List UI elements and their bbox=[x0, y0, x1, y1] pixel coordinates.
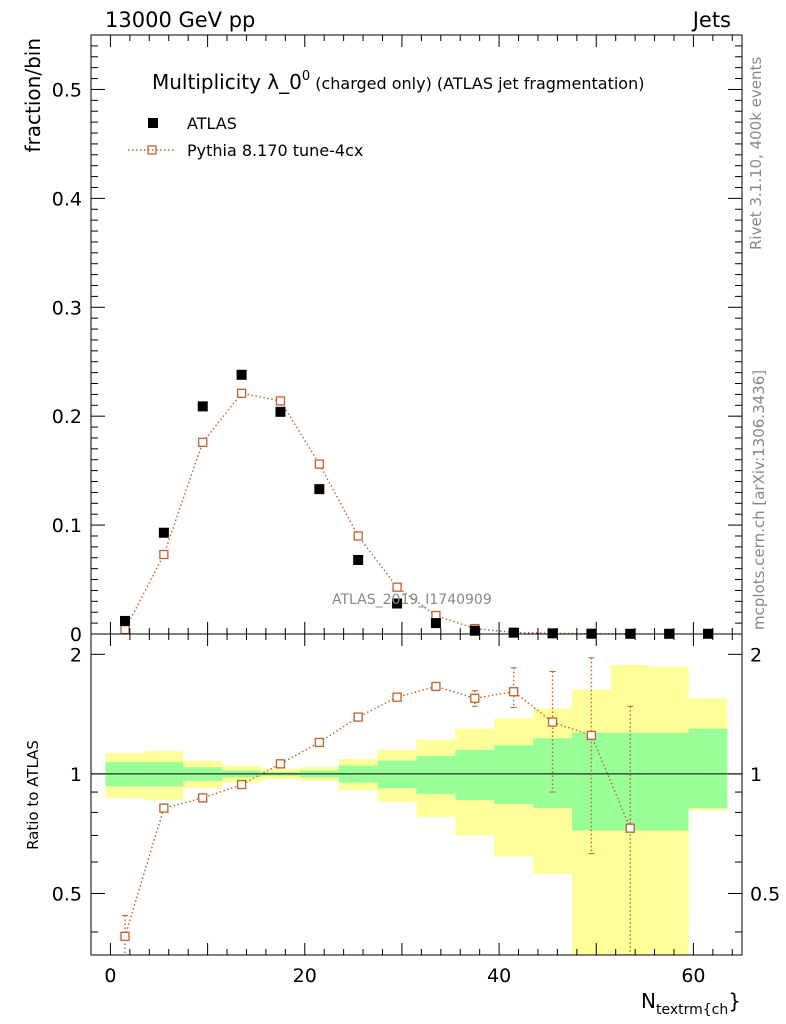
legend-atlas-label: ATLAS bbox=[187, 114, 237, 133]
main-y-tick-label: 0.5 bbox=[52, 79, 82, 101]
x-tick-label: 20 bbox=[293, 965, 317, 987]
ratio-pythia-point bbox=[120, 931, 130, 941]
pythia-data-point bbox=[159, 549, 169, 560]
ratio-pythia-point bbox=[314, 737, 324, 748]
x-axis-title-subscript: textrm{ch bbox=[656, 1002, 728, 1018]
ratio-pythia-point bbox=[392, 692, 402, 702]
ratio-pythia-point bbox=[198, 793, 208, 803]
pythia-data-point bbox=[392, 582, 402, 592]
x-axis-title: Ntextrm{ch} bbox=[641, 989, 741, 1018]
mcplots-info-label: mcplots.cern.ch [arXiv:1306.3436] bbox=[750, 370, 768, 630]
title-tail-text: (charged only) (ATLAS jet fragmentation) bbox=[310, 74, 644, 93]
main-y-tick-label: 0 bbox=[70, 624, 82, 646]
ratio-band-inner bbox=[455, 749, 495, 800]
ratio-band-inner bbox=[494, 745, 534, 804]
ratio-y-tick-label-right: 1 bbox=[750, 764, 762, 786]
ratio-axis-ticks: 0 20 40 60 0.5 0.5 1 1 2 2 bbox=[52, 634, 780, 987]
ratio-y-tick-label-left: 1 bbox=[70, 764, 82, 786]
ratio-band-inner bbox=[571, 732, 611, 831]
ratio-pythia-point bbox=[470, 693, 480, 703]
legend-pythia-marker bbox=[147, 145, 157, 155]
ratio-band-inner bbox=[688, 728, 728, 809]
atlas-data-point bbox=[392, 598, 403, 609]
ratio-band-inner bbox=[377, 760, 417, 789]
ratio-y-tick-label-left: 2 bbox=[70, 644, 82, 666]
atlas-data-point bbox=[314, 484, 325, 495]
ratio-pythia-point bbox=[547, 717, 558, 727]
header-energy-label: 13000 GeV pp bbox=[105, 8, 255, 32]
ratio-pythia-point bbox=[586, 730, 597, 741]
main-axis-ticks: 0 0.1 0.2 0.3 0.4 0.5 bbox=[52, 35, 742, 646]
ratio-pythia-point bbox=[275, 759, 286, 769]
atlas-data-point bbox=[158, 527, 169, 538]
atlas-data-point bbox=[197, 401, 208, 412]
x-tick-label: 40 bbox=[487, 965, 511, 987]
legend: ATLAS Pythia 8.170 tune-4cx bbox=[128, 114, 363, 160]
main-title: Multiplicity λ_00 (charged only) (ATLAS … bbox=[152, 69, 644, 94]
main-panel: 00.10.20.30.40.5 Multiplicity λ_00 (char… bbox=[52, 34, 743, 646]
pythia-data-point bbox=[275, 396, 286, 406]
atlas-data-point bbox=[275, 406, 286, 417]
pythia-data-point bbox=[353, 531, 363, 541]
legend-atlas-marker bbox=[148, 118, 158, 128]
pythia-data-point bbox=[236, 388, 247, 398]
atlas-data-point bbox=[353, 554, 364, 565]
analysis-watermark: ATLAS_2019_I1740909 bbox=[332, 592, 492, 608]
ratio-pythia-point bbox=[431, 681, 441, 692]
main-y-tick-label: 0.3 bbox=[52, 297, 82, 319]
x-axis-title-brace: } bbox=[728, 989, 741, 1013]
pythia-series-line bbox=[124, 392, 631, 635]
ratio-y-tick-label-right: 2 bbox=[750, 644, 762, 666]
main-y-axis-title: fraction/bin bbox=[21, 38, 45, 153]
atlas-data-point bbox=[236, 369, 247, 380]
ratio-frame bbox=[90, 633, 743, 956]
ratio-pythia-point bbox=[509, 687, 519, 697]
ratio-pythia-point bbox=[625, 823, 635, 833]
title-superscript: 0 bbox=[302, 69, 310, 84]
ratio-band-inner bbox=[610, 732, 650, 831]
x-axis-title-main: N bbox=[641, 989, 656, 1013]
ratio-plot-area bbox=[91, 657, 742, 955]
atlas-data-point bbox=[547, 628, 558, 639]
ratio-pythia-point bbox=[236, 779, 247, 790]
ratio-y-axis-title: Ratio to ATLAS bbox=[24, 740, 42, 850]
ratio-pythia-point bbox=[353, 712, 363, 722]
ratio-pythia-line bbox=[124, 685, 631, 937]
ratio-band-inner bbox=[649, 732, 689, 831]
atlas-data-point bbox=[430, 618, 441, 629]
pythia-data-point bbox=[120, 624, 130, 635]
ratio-band-inner bbox=[533, 738, 572, 809]
atlas-data-point bbox=[469, 625, 480, 636]
pythia-data-point bbox=[314, 459, 324, 469]
title-main-text: Multiplicity λ_0 bbox=[152, 70, 302, 94]
atlas-data-point bbox=[120, 615, 131, 626]
ratio-band-inner bbox=[416, 755, 456, 794]
main-y-tick-label: 0.2 bbox=[52, 406, 82, 428]
rivet-info-label: Rivet 3.1.10, 400k events bbox=[747, 57, 765, 250]
pythia-data-point bbox=[198, 437, 208, 447]
ratio-y-tick-label-left: 0.5 bbox=[52, 883, 82, 905]
main-y-tick-label: 0.1 bbox=[52, 515, 82, 537]
main-y-tick-label: 0.4 bbox=[52, 188, 82, 210]
atlas-data-point bbox=[508, 627, 519, 638]
ratio-y-tick-label-right: 0.5 bbox=[750, 883, 780, 905]
header-process-label: Jets bbox=[691, 8, 731, 32]
legend-pythia-label: Pythia 8.170 tune-4cx bbox=[187, 141, 363, 160]
ratio-panel: 0 20 40 60 0.5 0.5 1 1 2 2 bbox=[52, 633, 780, 987]
x-tick-label: 60 bbox=[681, 965, 705, 987]
ratio-pythia-point bbox=[159, 803, 169, 813]
x-tick-label: 0 bbox=[104, 965, 116, 987]
